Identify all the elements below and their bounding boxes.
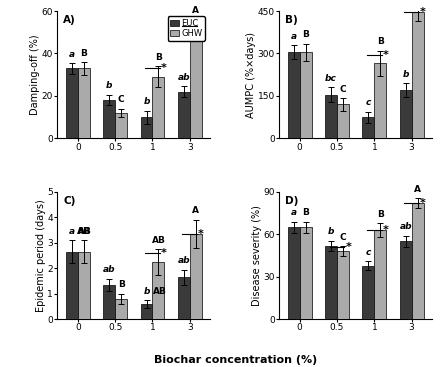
Text: B: B xyxy=(302,208,309,217)
Bar xyxy=(115,299,127,319)
Text: B: B xyxy=(118,280,124,289)
Bar xyxy=(78,252,90,319)
Text: Biochar concentration (%): Biochar concentration (%) xyxy=(154,355,318,365)
Text: C: C xyxy=(340,233,346,242)
Bar xyxy=(190,234,202,319)
Text: b: b xyxy=(143,97,150,106)
Text: B: B xyxy=(377,37,384,46)
Bar xyxy=(363,265,374,319)
Text: bc: bc xyxy=(325,74,337,83)
Text: B): B) xyxy=(285,15,298,25)
Text: *: * xyxy=(382,50,389,60)
Y-axis label: AUMPC (%×days): AUMPC (%×days) xyxy=(247,32,256,118)
Bar xyxy=(337,105,349,138)
Bar xyxy=(288,227,300,319)
Bar xyxy=(141,117,153,138)
Bar xyxy=(374,63,386,138)
Text: A: A xyxy=(414,185,421,194)
Text: D): D) xyxy=(285,196,299,206)
Text: *: * xyxy=(198,229,204,239)
Text: *: * xyxy=(198,21,204,31)
Text: C: C xyxy=(118,95,124,104)
Legend: EUC, GHW: EUC, GHW xyxy=(168,17,205,41)
Bar xyxy=(153,262,164,319)
Text: *: * xyxy=(382,225,389,235)
Text: ab: ab xyxy=(103,265,116,274)
Bar xyxy=(103,100,115,138)
Text: c: c xyxy=(366,98,371,107)
Text: *: * xyxy=(420,198,426,208)
Text: AB: AB xyxy=(77,227,91,236)
Text: c: c xyxy=(366,248,371,257)
Text: a: a xyxy=(291,32,297,40)
Text: *: * xyxy=(161,63,167,73)
Bar xyxy=(141,304,153,319)
Bar xyxy=(363,117,374,138)
Y-axis label: Epidemic period (days): Epidemic period (days) xyxy=(36,199,46,312)
Text: C: C xyxy=(340,85,346,94)
Text: b: b xyxy=(328,227,334,236)
Y-axis label: Damping-off (%): Damping-off (%) xyxy=(30,34,40,115)
Text: ab: ab xyxy=(178,73,190,82)
Text: ab: ab xyxy=(400,222,412,231)
Text: *: * xyxy=(161,248,167,258)
Bar xyxy=(78,68,90,138)
Text: B: B xyxy=(377,210,384,219)
Bar xyxy=(115,113,127,138)
Bar xyxy=(400,241,411,319)
Bar xyxy=(103,285,115,319)
Bar xyxy=(400,90,411,138)
Bar xyxy=(66,252,78,319)
Bar xyxy=(66,68,78,138)
Text: B: B xyxy=(155,53,162,62)
Text: C): C) xyxy=(64,196,76,206)
Bar xyxy=(153,77,164,138)
Y-axis label: Disease severity (%): Disease severity (%) xyxy=(252,205,262,306)
Text: a: a xyxy=(69,227,75,236)
Bar xyxy=(300,227,312,319)
Bar xyxy=(411,203,424,319)
Text: b: b xyxy=(143,287,150,296)
Bar xyxy=(325,246,337,319)
Bar xyxy=(411,12,424,138)
Text: A: A xyxy=(192,6,199,15)
Text: AB: AB xyxy=(153,287,167,296)
Bar xyxy=(337,251,349,319)
Text: b: b xyxy=(106,81,112,90)
Bar xyxy=(288,52,300,138)
Text: AB: AB xyxy=(152,236,165,245)
Bar xyxy=(178,277,190,319)
Bar xyxy=(374,230,386,319)
Text: A: A xyxy=(192,207,199,215)
Text: a: a xyxy=(291,208,297,217)
Text: AB: AB xyxy=(78,227,92,236)
Text: B: B xyxy=(302,30,309,39)
Bar xyxy=(190,28,202,138)
Text: b: b xyxy=(403,70,409,79)
Bar xyxy=(178,92,190,138)
Text: a: a xyxy=(69,50,75,59)
Text: *: * xyxy=(420,7,426,17)
Bar xyxy=(325,95,337,138)
Text: B: B xyxy=(80,48,87,58)
Text: A): A) xyxy=(64,15,76,25)
Bar xyxy=(300,52,312,138)
Text: ab: ab xyxy=(178,256,190,265)
Text: *: * xyxy=(345,242,351,252)
